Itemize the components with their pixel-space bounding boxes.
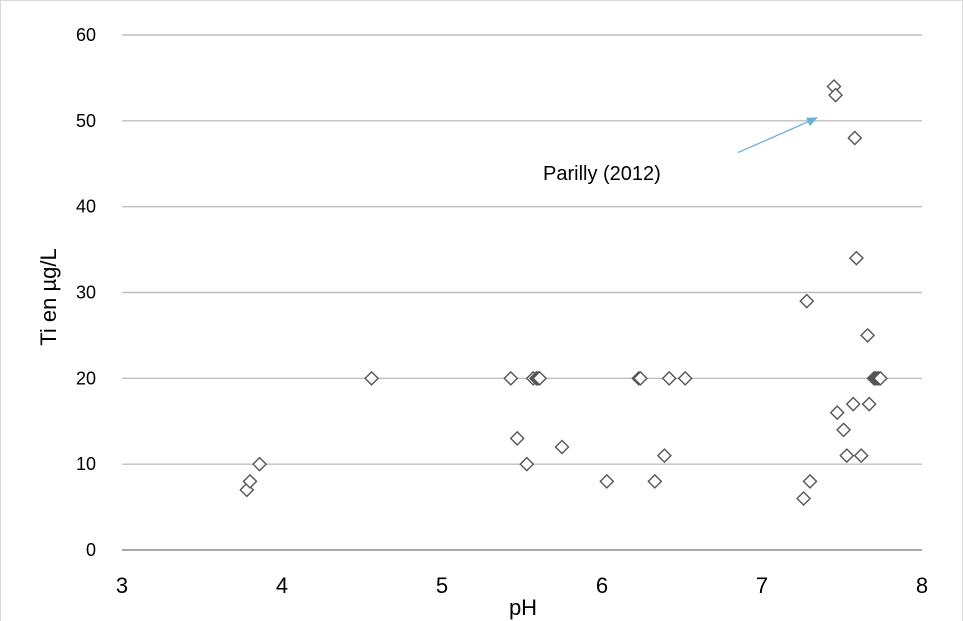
data-point — [532, 370, 548, 386]
data-point — [647, 473, 663, 489]
gridlines — [122, 34, 922, 551]
y-tick-label: 0 — [86, 540, 96, 560]
y-tick-label: 50 — [76, 111, 96, 131]
data-point — [802, 473, 818, 489]
x-tick-label: 5 — [436, 573, 448, 598]
annotation: Parilly (2012) — [543, 117, 818, 185]
data-point — [364, 370, 380, 386]
annotation-label: Parilly (2012) — [543, 163, 661, 185]
data-point — [829, 405, 845, 421]
data-point — [677, 370, 693, 386]
x-tick-label: 6 — [596, 573, 608, 598]
annotation-arrowhead — [806, 117, 818, 126]
data-point — [847, 130, 863, 146]
data-point — [861, 396, 877, 412]
data-point — [836, 422, 852, 438]
data-point — [661, 370, 677, 386]
data-point — [509, 430, 525, 446]
data-point — [503, 370, 519, 386]
annotation-arrow — [737, 121, 809, 154]
data-point — [853, 448, 869, 464]
y-tick-label: 10 — [76, 454, 96, 474]
x-tick-labels: 3 4 5 6 7 8 — [116, 573, 928, 598]
data-point — [242, 473, 258, 489]
data-point — [554, 439, 570, 455]
data-point — [828, 87, 844, 103]
data-point — [860, 327, 876, 343]
data-point — [599, 473, 615, 489]
data-point — [252, 456, 268, 472]
y-tick-label: 40 — [76, 197, 96, 217]
data-point — [845, 396, 861, 412]
y-axis-title: Ti en µg/L — [36, 248, 61, 345]
x-tick-label: 3 — [116, 573, 128, 598]
y-tick-label: 20 — [76, 368, 96, 388]
data-point — [519, 456, 535, 472]
x-tick-label: 4 — [276, 573, 288, 598]
data-point — [799, 293, 815, 309]
data-point — [839, 448, 855, 464]
data-points — [239, 79, 888, 506]
data-point — [796, 491, 812, 506]
y-tick-label: 30 — [76, 283, 96, 303]
x-tick-label: 8 — [916, 573, 928, 598]
data-point — [848, 250, 864, 266]
x-tick-label: 7 — [756, 573, 768, 598]
y-tick-labels: 0 10 20 30 40 50 60 — [76, 25, 96, 560]
data-point — [656, 448, 672, 464]
data-point — [632, 370, 648, 386]
y-tick-label: 60 — [76, 25, 96, 45]
x-axis-title: pH — [509, 595, 537, 620]
data-point — [872, 370, 888, 386]
